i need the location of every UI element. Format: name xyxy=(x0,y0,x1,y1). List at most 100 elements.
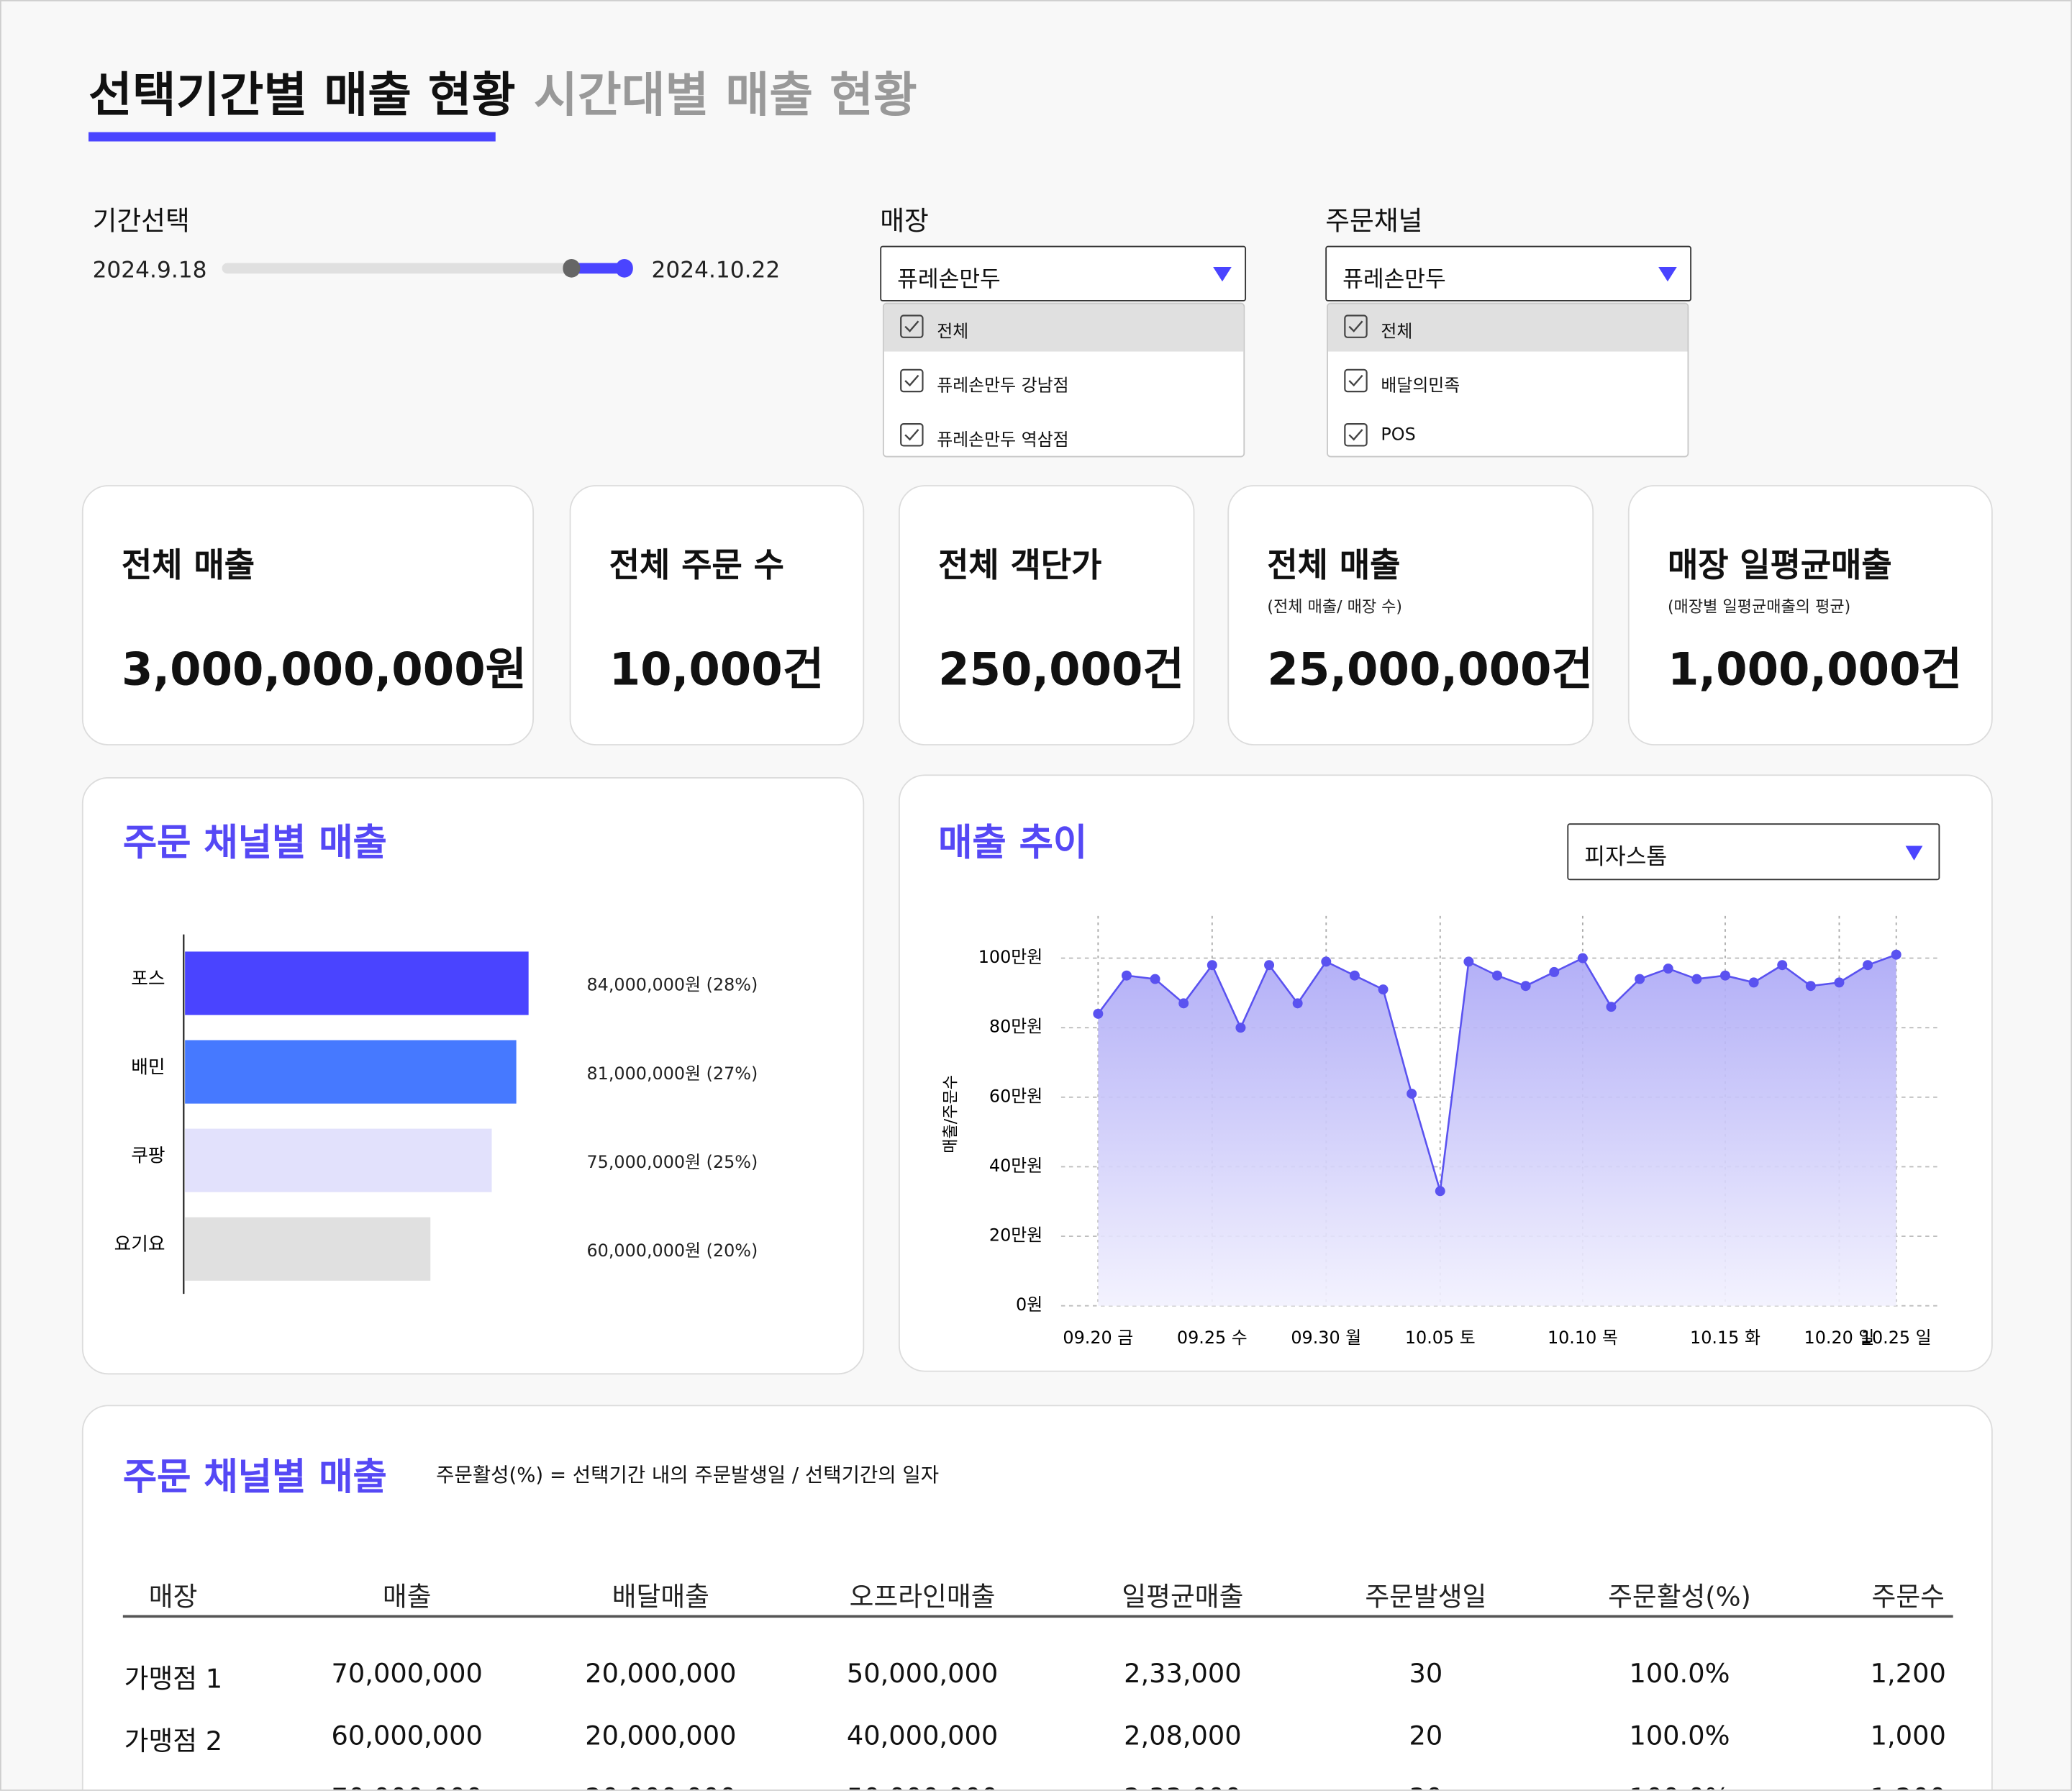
end-date: 2024.10.22 xyxy=(651,258,781,284)
slider-handle[interactable] xyxy=(563,258,581,278)
table-title: 주문 채널별 매출 xyxy=(122,1455,387,1499)
table-note: 주문활성(%) = 선택기간 내의 주문발생일 / 선택기간의 일자 xyxy=(436,1463,940,1487)
value-label: 75,000,000원 (25%) xyxy=(587,1152,758,1172)
value-label: 84,000,000원 (28%) xyxy=(587,975,758,995)
option-label: 전체 xyxy=(1381,322,1413,343)
column-header: 오프라인매출 xyxy=(849,1580,996,1613)
dropdown-arrow xyxy=(1213,267,1232,282)
checkbox[interactable] xyxy=(1344,368,1368,393)
y-tick-label: 60만원 xyxy=(989,1086,1042,1106)
table-cell: 50,000,000 xyxy=(846,1657,999,1690)
option[interactable]: 전체 xyxy=(1327,304,1688,352)
kpi-subtitle: (전체 매출/ 매장 수) xyxy=(1267,597,1403,616)
point xyxy=(1264,960,1275,971)
filter-label: 주문채널 xyxy=(1325,204,1423,237)
table-cell: 20 xyxy=(1409,1719,1443,1751)
kpi-card xyxy=(569,485,865,745)
dropdown-arrow xyxy=(1905,845,1923,861)
slider-handle[interactable] xyxy=(615,258,633,278)
kpi-card xyxy=(81,485,535,745)
kpi-card xyxy=(898,485,1195,745)
kpi-title: 전체 객단가 xyxy=(938,545,1102,584)
dropdown-value: 피자스톰 xyxy=(1584,844,1668,871)
y-tick-label: 요기요 xyxy=(114,1234,165,1256)
checkbox[interactable] xyxy=(1344,314,1368,338)
checkbox[interactable] xyxy=(900,423,924,447)
table-cell: 30 xyxy=(1409,1782,1442,1790)
y-axis-label: 매출/주문수 xyxy=(942,1075,960,1153)
table-cell: 50,000,000 xyxy=(847,1782,998,1790)
y-tick-label: 배민 xyxy=(131,1057,165,1079)
bar xyxy=(185,1217,431,1281)
kpi-title: 전체 주문 수 xyxy=(609,545,784,584)
table-cell: 2,33,000 xyxy=(1124,1782,1242,1790)
kpi-card xyxy=(1627,485,1993,745)
point xyxy=(1093,1008,1104,1019)
y-tick-label: 80만원 xyxy=(989,1017,1042,1037)
option-label: POS xyxy=(1381,425,1416,445)
checkbox[interactable] xyxy=(900,314,924,338)
tab-active[interactable]: 선택기간별 매출 현황 xyxy=(88,68,516,123)
chart-title: 매출 추이 xyxy=(938,820,1088,865)
point xyxy=(1748,977,1759,988)
dropdown-value: 퓨레손만두 xyxy=(897,267,1001,294)
x-tick-label: 10.20 일 xyxy=(1804,1328,1875,1348)
point xyxy=(1492,970,1502,981)
point xyxy=(1691,974,1702,984)
option-label: 퓨레손만두 강남점 xyxy=(937,376,1069,397)
point xyxy=(1378,984,1389,995)
point xyxy=(1777,960,1788,971)
point xyxy=(1121,970,1132,981)
kpi-value: 1,000,000건 xyxy=(1667,643,1963,697)
table-cell: 가맹점 3 xyxy=(124,1782,222,1790)
table-cell: 40,000,000 xyxy=(846,1719,999,1751)
store-dropdown[interactable]: 퓨레손만두 xyxy=(880,245,1247,301)
checkbox[interactable] xyxy=(1344,423,1368,447)
option[interactable]: 전체 xyxy=(883,304,1244,352)
value-label: 60,000,000원 (20%) xyxy=(587,1241,758,1261)
column-header: 배달매출 xyxy=(612,1580,709,1613)
point xyxy=(1663,963,1673,974)
store-select[interactable]: 피자스톰 xyxy=(1567,823,1940,881)
option[interactable]: POS xyxy=(1328,412,1688,456)
point xyxy=(1720,970,1730,981)
table-cell: 60,000,000 xyxy=(331,1719,483,1751)
filter-label: 기간선택 xyxy=(92,204,190,237)
y-tick-label: 100만원 xyxy=(978,947,1042,967)
point xyxy=(1577,953,1588,963)
point xyxy=(1834,977,1845,988)
bar xyxy=(185,1040,517,1104)
dropdown-value: 퓨레손만두 xyxy=(1342,267,1446,294)
option-label: 퓨레손만두 역삼점 xyxy=(937,430,1069,451)
x-tick-label: 09.20 금 xyxy=(1063,1328,1133,1348)
bar xyxy=(185,1128,492,1192)
option[interactable]: 퓨레손만두 역삼점 xyxy=(884,412,1244,456)
y-tick-label: 20만원 xyxy=(989,1225,1042,1246)
bar xyxy=(185,951,529,1015)
kpi-title: 매장 일평균매출 xyxy=(1667,545,1892,584)
slider-track[interactable] xyxy=(222,263,632,274)
x-tick-label: 10.10 목 xyxy=(1548,1328,1618,1348)
x-tick-label: 09.30 월 xyxy=(1291,1328,1361,1348)
point xyxy=(1549,966,1560,977)
kpi-card xyxy=(1227,485,1594,745)
column-header: 주문수 xyxy=(1871,1580,1945,1613)
column-header: 주문활성(%) xyxy=(1608,1580,1751,1613)
table-cell: 1,000 xyxy=(1870,1719,1946,1751)
table-cell: 20,000,000 xyxy=(585,1657,737,1690)
y-tick-label: 쿠팡 xyxy=(131,1146,165,1167)
table-cell: 100.0% xyxy=(1629,1657,1730,1690)
tab[interactable]: 시간대별 매출 현황 xyxy=(534,68,917,123)
table-cell: 2,08,000 xyxy=(1124,1719,1242,1751)
checkbox[interactable] xyxy=(900,368,924,393)
channel-dropdown[interactable]: 퓨레손만두 xyxy=(1325,245,1692,301)
table-cell: 20,000,000 xyxy=(585,1782,736,1790)
kpi-value: 3,000,000,000원 xyxy=(121,643,527,697)
option[interactable]: 퓨레손만두 강남점 xyxy=(884,358,1244,406)
start-date: 2024.9.18 xyxy=(92,258,207,284)
option[interactable]: 배달의민족 xyxy=(1328,358,1688,406)
x-tick-label: 10.15 화 xyxy=(1690,1328,1760,1348)
